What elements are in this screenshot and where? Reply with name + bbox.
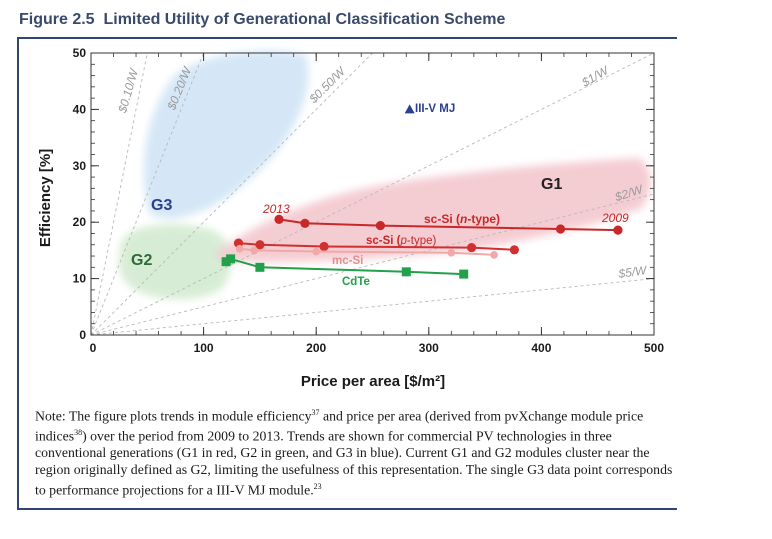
y-tick-label: 20 — [73, 215, 87, 229]
point-cdte — [226, 254, 236, 264]
point-iii-v-mj — [404, 104, 415, 114]
cost-line — [90, 52, 373, 336]
y-tick-label: 40 — [73, 102, 87, 116]
label-year-2013: 2013 — [262, 202, 290, 216]
point-cdte — [255, 262, 265, 272]
label-sc-si-n-prefix: sc-Si ( — [424, 212, 460, 226]
point-sc-si-p — [319, 241, 329, 252]
region-g1 — [215, 158, 651, 262]
cost-line-label: $1/W — [579, 63, 613, 90]
region-g2 — [118, 224, 232, 300]
cost-line — [90, 193, 655, 336]
y-axis-label: Efficiency [%] — [37, 149, 54, 247]
axes: 0 100 200 300 400 500 0 10 20 30 40 50 — [73, 46, 665, 355]
note-middle-2: ) over the period from 2009 to 2013. Tre… — [35, 428, 673, 498]
point-mc-si — [490, 251, 498, 259]
bottom-rule — [17, 508, 677, 510]
data-series — [221, 104, 623, 279]
top-rule — [17, 37, 677, 39]
label-sc-si-p: sc-Si (p-type) — [366, 235, 436, 247]
cost-line-label: $0.10/W — [115, 66, 142, 115]
label-sc-si-n: sc-Si (n-type) — [424, 212, 500, 226]
cost-line — [90, 278, 655, 336]
figure-title-text: Limited Utility of Generational Classifi… — [103, 11, 506, 28]
x-tick-label: 200 — [306, 341, 326, 355]
label-cdte: CdTe — [342, 276, 370, 288]
figure-number: Figure 2.5 — [19, 11, 95, 28]
label-sc-si-p-suffix: -type) — [407, 235, 437, 247]
point-mc-si — [235, 244, 244, 253]
point-sc-si-n — [555, 224, 566, 234]
annotations: G3 G2 G1 2013 2009 sc-Si (n-type) sc-Si … — [37, 103, 629, 390]
x-tick-label: 400 — [531, 341, 551, 355]
label-sc-si-n-italic: n — [460, 212, 467, 226]
label-g1: G1 — [541, 176, 562, 193]
label-g2: G2 — [131, 252, 152, 269]
point-sc-si-p — [255, 240, 265, 250]
x-tick-label: 100 — [194, 341, 214, 355]
note-ref-38: 38 — [74, 428, 83, 438]
cost-line — [90, 52, 205, 336]
point-cdte — [459, 269, 469, 279]
point-mc-si — [250, 246, 259, 255]
figure-title: Figure 2.5 Limited Utility of Generation… — [19, 11, 505, 29]
point-sc-si-n — [274, 214, 284, 224]
label-iii-v-mj: III-V MJ — [415, 103, 455, 115]
cost-line — [90, 52, 655, 336]
point-sc-si-p — [509, 245, 519, 255]
point-sc-si-n — [300, 218, 310, 228]
y-tick-label: 0 — [79, 328, 86, 342]
y-tick-label: 50 — [73, 46, 87, 60]
note-ref-23: 23 — [313, 481, 322, 491]
note-middle-1: and price per area (derived from pvXchan… — [35, 408, 644, 444]
point-sc-si-n — [375, 220, 385, 231]
plot-frame — [90, 52, 655, 336]
point-cdte — [401, 267, 411, 277]
label-sc-si-n-suffix: -type) — [467, 212, 500, 226]
figure-note: Note: The figure plots trends in module … — [35, 405, 675, 499]
point-mc-si — [312, 247, 321, 256]
label-mc-si: mc-Si — [332, 255, 363, 267]
region-g3 — [143, 50, 309, 220]
y-tick-label: 10 — [73, 272, 87, 286]
efficiency-price-chart: $0.10/W $0.20/W $0.50/W $1/W$2/W$5/W 0 100 20… — [37, 46, 665, 390]
note-ref-37: 37 — [311, 408, 320, 417]
point-mc-si — [447, 248, 456, 257]
x-tick-label: 300 — [419, 341, 439, 355]
x-tick-label: 500 — [644, 341, 664, 355]
generation-regions — [118, 50, 651, 300]
x-tick-label: 0 — [90, 341, 97, 355]
label-sc-si-p-prefix: sc-Si ( — [366, 235, 401, 247]
point-sc-si-n — [613, 225, 623, 235]
cost-line-label: $0.50/W — [306, 63, 349, 106]
label-g3: G3 — [151, 197, 172, 214]
label-sc-si-p-italic: p — [400, 235, 408, 247]
left-rule — [17, 37, 19, 510]
point-sc-si-p — [466, 242, 477, 253]
note-prefix: Note: The figure plots trends in module … — [35, 408, 312, 424]
y-tick-label: 30 — [73, 159, 87, 173]
point-cdte — [221, 257, 231, 267]
cost-line-label: $5/W — [617, 263, 649, 281]
label-year-2009: 2009 — [601, 211, 629, 225]
x-axis-label: Price per area [$/m²] — [301, 373, 445, 390]
